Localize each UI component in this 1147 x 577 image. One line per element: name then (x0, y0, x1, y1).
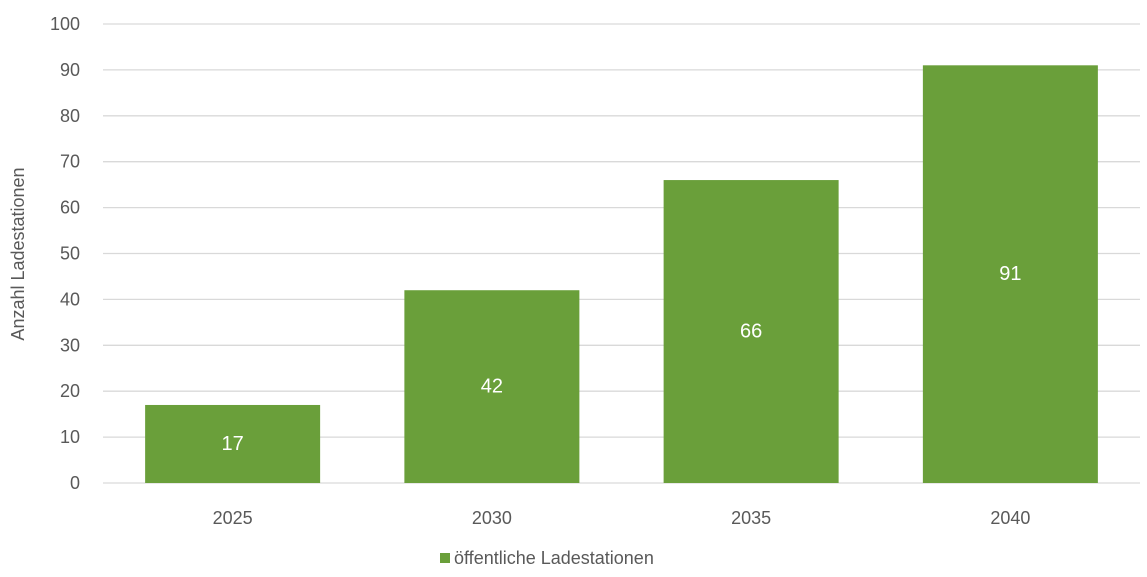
legend-swatch (440, 553, 450, 563)
y-axis-ticks: 0 10 20 30 40 50 60 70 80 90 100 (50, 14, 80, 493)
y-tick-label: 30 (60, 335, 80, 355)
bars (145, 65, 1098, 483)
data-label-2040: 91 (999, 263, 1021, 285)
y-tick-label: 90 (60, 60, 80, 80)
y-tick-label: 0 (70, 473, 80, 493)
x-tick-label-2030: 2030 (472, 508, 512, 528)
legend-label: öffentliche Ladestationen (454, 548, 654, 568)
x-tick-label-2025: 2025 (213, 508, 253, 528)
y-tick-label: 40 (60, 289, 80, 309)
y-axis-label: Anzahl Ladestationen (8, 167, 28, 340)
y-tick-label: 80 (60, 106, 80, 126)
y-tick-label: 20 (60, 381, 80, 401)
bar-2030[interactable] (404, 290, 580, 483)
bar-2040[interactable] (922, 65, 1098, 483)
bar-2025[interactable] (145, 404, 321, 483)
x-tick-label-2035: 2035 (731, 508, 771, 528)
bar-2035[interactable] (663, 180, 839, 483)
data-label-2035: 66 (740, 321, 762, 343)
x-tick-label-2040: 2040 (990, 508, 1030, 528)
y-tick-label: 100 (50, 14, 80, 34)
data-label-2030: 42 (481, 376, 503, 398)
legend[interactable]: öffentliche Ladestationen (440, 548, 654, 568)
y-tick-label: 50 (60, 244, 80, 264)
y-tick-label: 10 (60, 427, 80, 447)
data-label-2025: 17 (222, 433, 244, 455)
y-tick-label: 70 (60, 152, 80, 172)
data-labels: 17 42 66 91 (222, 263, 1022, 455)
y-tick-label: 60 (60, 198, 80, 218)
x-axis-ticks: 2025 2030 2035 2040 (213, 508, 1031, 528)
